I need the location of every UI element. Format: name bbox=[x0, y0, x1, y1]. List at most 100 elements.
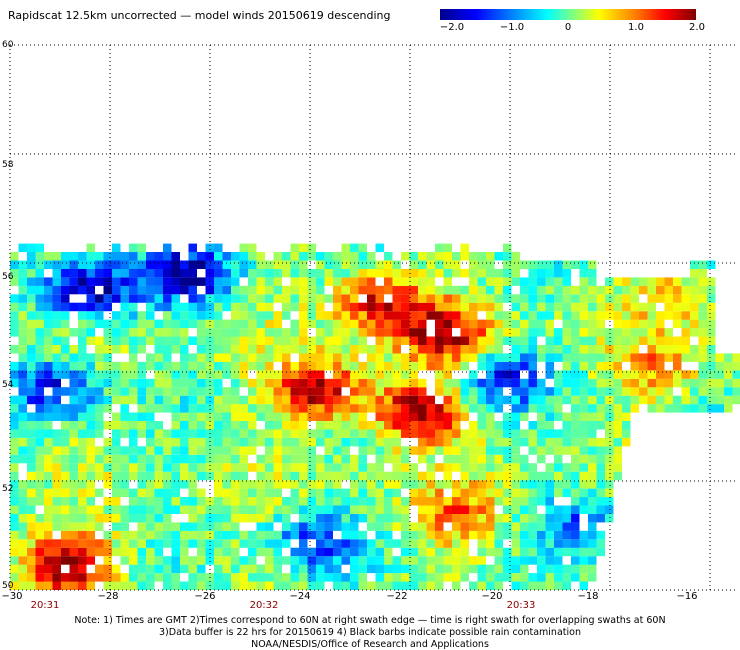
wind-cell bbox=[588, 294, 597, 303]
wind-cell bbox=[443, 497, 452, 506]
wind-cell bbox=[307, 252, 316, 261]
wind-cell bbox=[681, 336, 690, 345]
wind-cell bbox=[137, 530, 146, 540]
wind-cell bbox=[316, 488, 325, 498]
wind-cell bbox=[120, 513, 129, 523]
wind-cell bbox=[290, 370, 299, 379]
wind-cell bbox=[103, 505, 112, 514]
wind-cell bbox=[426, 437, 435, 447]
wind-cell bbox=[511, 497, 520, 506]
wind-cell bbox=[426, 404, 435, 413]
wind-cell bbox=[214, 328, 223, 337]
footnote-line: Note: 1) Times are GMT 2)Times correspon… bbox=[74, 615, 666, 626]
wind-cell bbox=[273, 497, 282, 506]
wind-cell bbox=[375, 429, 384, 438]
wind-cell bbox=[622, 429, 631, 438]
wind-cell bbox=[120, 345, 129, 354]
wind-cell bbox=[477, 480, 486, 489]
wind-cell bbox=[265, 471, 274, 481]
wind-cell bbox=[120, 252, 129, 261]
wind-cell bbox=[435, 336, 444, 345]
wind-cell bbox=[307, 513, 316, 523]
wind-cell bbox=[418, 429, 427, 438]
wind-cell bbox=[120, 421, 129, 430]
wind-cell bbox=[231, 311, 240, 320]
wind-cell bbox=[401, 294, 410, 303]
wind-cell bbox=[392, 429, 401, 438]
wind-cell bbox=[239, 437, 248, 447]
wind-cell bbox=[324, 268, 333, 278]
wind-cell bbox=[256, 488, 265, 498]
wind-cell bbox=[545, 581, 554, 590]
wind-cell bbox=[214, 268, 223, 278]
wind-cell bbox=[579, 463, 588, 472]
wind-cell bbox=[44, 378, 53, 388]
wind-cell bbox=[350, 505, 359, 514]
wind-cell bbox=[452, 294, 461, 303]
wind-cell bbox=[596, 463, 605, 472]
wind-cell bbox=[86, 361, 95, 371]
wind-cell bbox=[103, 260, 112, 269]
wind-cell bbox=[197, 311, 206, 320]
wind-cell bbox=[452, 539, 461, 548]
wind-cell bbox=[299, 387, 308, 396]
wind-cell bbox=[732, 395, 740, 405]
wind-cell bbox=[426, 302, 435, 312]
wind-cell bbox=[511, 421, 520, 430]
wind-cell bbox=[375, 547, 384, 557]
wind-cell bbox=[435, 539, 444, 548]
wind-cell bbox=[231, 463, 240, 472]
wind-cell bbox=[10, 556, 19, 565]
wind-cell bbox=[622, 353, 631, 362]
wind-cell bbox=[341, 488, 350, 498]
wind-cell bbox=[27, 285, 36, 295]
wind-cell bbox=[265, 454, 274, 464]
wind-cell bbox=[350, 454, 359, 464]
wind-cell bbox=[52, 564, 61, 574]
wind-cell bbox=[86, 446, 95, 455]
wind-cell bbox=[103, 319, 112, 329]
wind-cell bbox=[333, 302, 342, 312]
wind-cell bbox=[639, 361, 648, 371]
wind-cell bbox=[545, 294, 554, 303]
wind-cell bbox=[146, 522, 155, 531]
wind-cell bbox=[35, 336, 44, 345]
wind-cell bbox=[299, 370, 308, 379]
wind-cell bbox=[554, 336, 563, 345]
wind-cell bbox=[231, 437, 240, 447]
wind-cell bbox=[392, 361, 401, 371]
wind-cell bbox=[129, 530, 138, 540]
wind-cell bbox=[222, 268, 231, 278]
wind-cell bbox=[52, 488, 61, 498]
wind-cell bbox=[290, 581, 299, 590]
wind-cell bbox=[188, 353, 197, 362]
wind-cell bbox=[61, 505, 70, 514]
wind-cell bbox=[307, 480, 316, 489]
wind-cell bbox=[265, 513, 274, 523]
wind-cell bbox=[222, 319, 231, 329]
wind-cell bbox=[426, 581, 435, 590]
wind-cell bbox=[545, 556, 554, 565]
wind-cell bbox=[69, 302, 78, 312]
wind-cell bbox=[494, 294, 503, 303]
wind-cell bbox=[154, 513, 163, 523]
wind-cell bbox=[95, 539, 104, 548]
wind-cell bbox=[690, 387, 699, 396]
wind-cell bbox=[146, 252, 155, 261]
wind-cell bbox=[596, 539, 605, 548]
wind-cell bbox=[137, 345, 146, 354]
wind-cell bbox=[18, 556, 27, 565]
wind-cell bbox=[95, 277, 104, 286]
wind-cell bbox=[477, 412, 486, 421]
wind-cell bbox=[545, 328, 554, 337]
wind-cell bbox=[44, 505, 53, 514]
colorbar-label: −1.0 bbox=[499, 22, 525, 33]
wind-cell bbox=[282, 513, 291, 523]
wind-cell bbox=[154, 556, 163, 565]
wind-cell bbox=[528, 446, 537, 455]
wind-cell bbox=[350, 488, 359, 498]
wind-cell bbox=[469, 513, 478, 523]
wind-cell bbox=[579, 260, 588, 269]
wind-cell bbox=[579, 319, 588, 329]
wind-cell bbox=[316, 294, 325, 303]
